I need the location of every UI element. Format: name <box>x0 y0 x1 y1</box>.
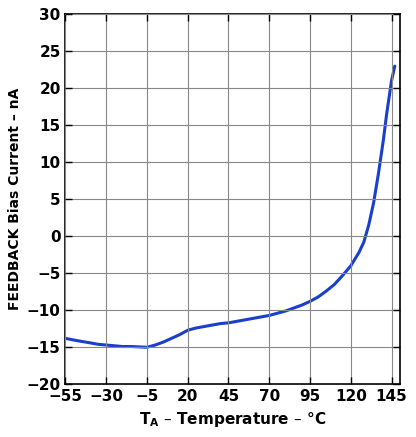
Y-axis label: FEEDBACK Bias Current – nA: FEEDBACK Bias Current – nA <box>8 88 22 310</box>
X-axis label: $\mathbf{T_A}$ – Temperature – °C: $\mathbf{T_A}$ – Temperature – °C <box>139 409 326 429</box>
